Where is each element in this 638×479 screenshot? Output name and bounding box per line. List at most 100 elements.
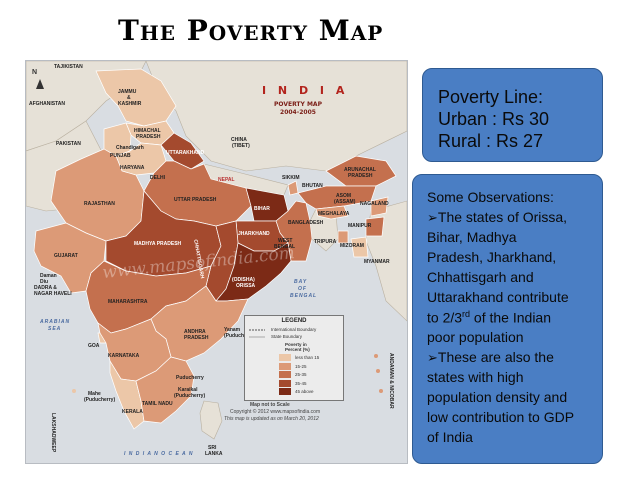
state-mizoram: [350, 236, 369, 258]
observation-1-line-2: Bihar, Madhya: [427, 229, 517, 245]
state-tamil-nadu: [135, 356, 195, 424]
north-arrow: [36, 79, 44, 89]
label-sri-2: LANKA: [205, 451, 223, 457]
label-west-2: BENGAL: [274, 244, 296, 250]
label-arabian-2: SEA: [48, 326, 62, 332]
observation-1-line-6: to 2/3rd of the Indian: [427, 309, 551, 326]
poverty-line-box: Poverty Line: Urban : Rs 30 Rural : Rs 2…: [422, 68, 603, 162]
poverty-line-heading: Poverty Line:: [438, 87, 544, 107]
lakshadweep-islands: [72, 389, 76, 393]
label-puducherry: Puducherry: [176, 375, 204, 381]
state-meghalaya: [315, 205, 349, 220]
label-yanam-2: (Puducherry): [224, 333, 256, 339]
state-sikkim: [287, 180, 299, 196]
north-label: N: [32, 69, 38, 76]
observations-box: Some Observations: ➢The states of Orissa…: [412, 174, 603, 464]
label-mizoram: MIZORAM: [340, 243, 364, 249]
observation-1-line-1: ➢The states of Orissa,: [427, 209, 567, 226]
andaman-islands-1: [374, 354, 378, 358]
observation-2-line-5: of India: [427, 429, 473, 445]
label-tajikistan: TAJIKISTAN: [54, 64, 83, 70]
map-scale-note: Map not to Scale: [250, 402, 290, 408]
map-updated-note: This map is updated as on March 20, 2012: [224, 416, 319, 422]
label-mahe-1: Mahe: [88, 391, 101, 397]
legend-intl-boundary: International Boundary: [271, 327, 317, 332]
legend-heading-1: Poverty in: [285, 342, 307, 347]
legend-class-label: 15-25: [295, 363, 307, 369]
observation-1-line-5: Uttarakhand contribute: [427, 289, 569, 305]
label-tripura: TRIPURA: [314, 239, 337, 245]
label-amp: &: [127, 95, 131, 101]
label-diu: Diu: [40, 279, 49, 285]
label-gujarat: GUJARAT: [54, 253, 78, 259]
state-kerala: [109, 359, 145, 430]
state-nagaland: [370, 196, 389, 217]
india-map-graphic: [26, 61, 407, 440]
label-jharkhand: JHARKHAND: [238, 231, 270, 237]
label-himachal-1: HIMACHAL: [134, 128, 161, 134]
label-sri-1: SRI: [208, 445, 217, 451]
label-dadra-1: DADRA &: [34, 285, 57, 291]
legend-class-label: 35-45: [295, 380, 307, 386]
label-rajasthan: RAJASTHAN: [84, 201, 115, 207]
andaman-islands-2: [376, 369, 380, 373]
label-dadra-2: NAGAR HAVELI: [34, 291, 72, 297]
label-karnataka: KARNATAKA: [108, 353, 140, 359]
label-andaman: ANDAMAN & NICOBAR: [388, 353, 394, 409]
observation-1-text-6b: of the Indian: [470, 309, 551, 326]
label-kerala: KERALA: [122, 409, 143, 415]
label-uttarakhand: UTTARAKHAND: [166, 150, 205, 156]
map-subtitle-line-2: 2004-2005: [280, 109, 316, 116]
label-bay-3: BENGAL: [290, 293, 318, 299]
label-chandigarh: Chandigarh: [116, 145, 144, 151]
label-karaikal-2: (Puducherry): [174, 393, 206, 399]
map-legend: LEGEND International Boundary State Boun…: [244, 315, 344, 401]
observation-1-text-6a: to 2/3: [427, 309, 463, 326]
state-orissa: [215, 242, 292, 302]
label-uttar-pradesh: UTTAR PRADESH: [174, 197, 217, 203]
label-bhutan: BHUTAN: [302, 183, 323, 189]
poverty-line-rural: Rural : Rs 27: [438, 131, 544, 151]
label-bay-1: BAY: [294, 279, 308, 285]
legend-lines: [249, 329, 265, 338]
observation-1-text-1: The states of Orissa,: [437, 209, 568, 225]
label-maharashtra: MAHARASHTRA: [108, 299, 148, 305]
slide-title: The Poverty Map: [118, 14, 384, 47]
legend-swatch: [279, 379, 291, 387]
label-manipur: MANIPUR: [348, 223, 372, 229]
label-andhra-1: ANDHRA: [184, 329, 206, 335]
state-tripura: [337, 230, 349, 244]
label-afghanistan: AFGHANISTAN: [29, 101, 66, 107]
state-manipur: [365, 216, 385, 237]
label-bangladesh: BANGLADESH: [288, 220, 324, 226]
label-west-1: WEST: [278, 238, 293, 244]
label-china-2: (TIBET): [232, 143, 250, 149]
map-subtitle-line-1: POVERTY MAP: [274, 101, 322, 108]
label-nagaland: NAGALAND: [360, 201, 389, 207]
label-arabian-1: ARABIAN: [40, 319, 71, 325]
label-mahe-2: (Puducherry): [84, 397, 116, 403]
label-himachal-2: PRADESH: [136, 134, 161, 140]
andaman-islands-3: [379, 389, 383, 393]
legend-class-label: less than 15: [295, 355, 320, 360]
label-bihar: BIHAR: [254, 206, 270, 212]
label-goa: GOA: [88, 343, 100, 349]
label-myanmar: MYANMAR: [364, 259, 390, 265]
label-china-1: CHINA: [231, 137, 247, 143]
label-kashmir: KASHMIR: [118, 101, 142, 107]
poverty-map: N I N D I A POVERTY MAP 2004-2005 www.ma…: [25, 60, 408, 464]
label-haryana: HARYANA: [120, 165, 145, 171]
poverty-line-urban: Urban : Rs 30: [438, 109, 550, 129]
label-karaikal-1: Karaikal: [178, 387, 198, 393]
legend-swatch: [279, 354, 291, 361]
observations-heading: Some Observations:: [427, 189, 554, 205]
observation-2-line-3: population density and: [427, 389, 568, 405]
label-arunachal-2: PRADESH: [348, 173, 373, 179]
observation-2-line-1: ➢These are also the: [427, 349, 554, 366]
legend-swatch: [279, 362, 291, 370]
label-indian-ocean: I N D I A N O C E A N: [124, 451, 194, 457]
label-madhya-pradesh: MADHYA PRADESH: [134, 241, 182, 247]
label-asom-2: (ASSAM): [334, 199, 356, 205]
legend-swatch: [279, 371, 291, 378]
label-odisha-2: ORISSA: [236, 283, 256, 289]
